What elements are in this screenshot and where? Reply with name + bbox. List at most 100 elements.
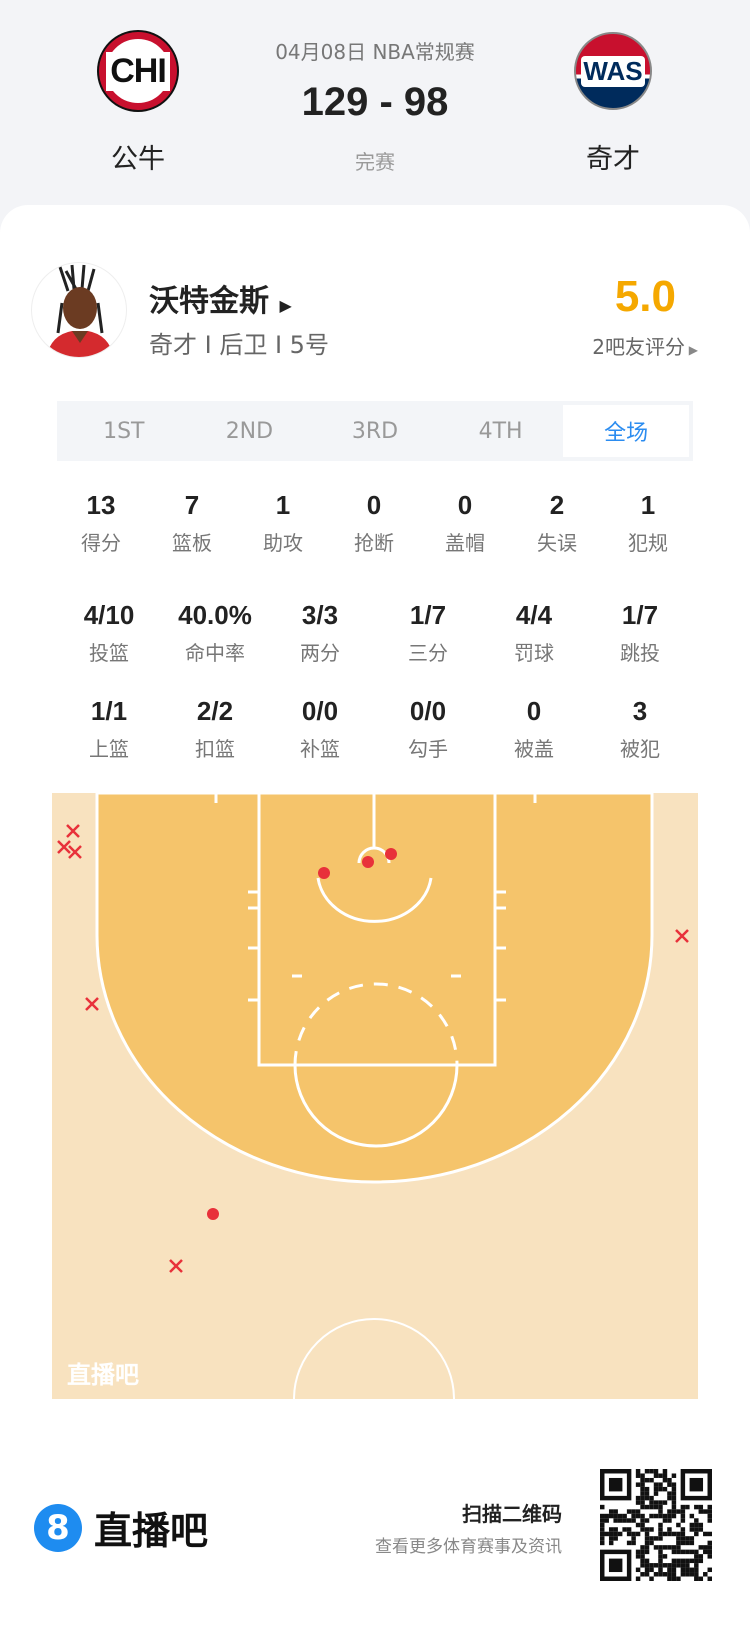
stat-item: 1 助攻	[228, 490, 338, 556]
rating-count-link[interactable]: 2吧友评分 ▶	[592, 331, 698, 360]
player-rating: 5.0	[614, 272, 676, 321]
tab-4th[interactable]: 4TH	[478, 418, 523, 444]
stat-label: 被盖	[514, 737, 554, 761]
stat-item: 1/7 跳投	[585, 600, 695, 666]
court-watermark: 直播吧	[67, 1361, 139, 1389]
stat-label: 罚球	[514, 641, 554, 665]
stat-item: 4/10 投篮	[54, 600, 164, 666]
stat-label: 命中率	[185, 641, 245, 665]
stat-label: 助攻	[263, 531, 303, 555]
stat-label: 跳投	[620, 641, 660, 665]
stat-item: 0 抢断	[319, 490, 429, 556]
stat-value: 1	[275, 490, 291, 520]
tab-全场[interactable]: 全场	[563, 405, 689, 457]
stat-value: 7	[184, 490, 200, 520]
shot-missed-marker	[68, 845, 82, 859]
stat-item: 0 盖帽	[410, 490, 520, 556]
stat-value: 3/3	[301, 600, 339, 630]
stat-value: 0/0	[301, 696, 339, 726]
rating-count: 2吧友评分	[592, 335, 685, 359]
three-point-line	[95, 793, 654, 1184]
wizards-logo[interactable]: WAS	[574, 32, 652, 110]
stat-value: 1/7	[409, 600, 447, 630]
shot-made-marker	[362, 856, 374, 868]
stat-item: 13 得分	[46, 490, 156, 556]
match-date-league: 04月08日 NBA常规赛	[275, 40, 475, 64]
bulls-logo[interactable]: CHI	[99, 32, 177, 110]
stat-value: 0	[457, 490, 473, 520]
stat-label: 补篮	[300, 737, 340, 761]
stat-item: 1 犯规	[593, 490, 703, 556]
stat-item: 40.0% 命中率	[160, 600, 270, 666]
scan-qr-title: 扫描二维码	[462, 1502, 562, 1526]
stat-value: 13	[86, 490, 116, 520]
stat-label: 盖帽	[445, 531, 485, 555]
stat-label: 上篮	[89, 737, 129, 761]
shot-made-marker	[318, 867, 330, 879]
brand-logo-mark: 8	[34, 1503, 82, 1552]
shot-made-marker	[385, 848, 397, 860]
court-ticks	[214, 793, 537, 978]
free-throw-circle-solid	[293, 1064, 459, 1148]
shot-chart: 直播吧	[52, 793, 698, 1399]
caret-right-icon: ▶	[279, 296, 292, 315]
stat-item: 0/0 勾手	[373, 696, 483, 762]
shot-missed-marker	[169, 1259, 183, 1273]
stat-item: 2 失误	[502, 490, 612, 556]
player-avatar[interactable]	[31, 262, 127, 358]
stat-item: 0/0 补篮	[265, 696, 375, 762]
lane-hash-marks	[248, 890, 506, 1002]
stat-value: 3	[632, 696, 648, 726]
stat-item: 0 被盖	[479, 696, 589, 762]
stat-value: 2	[549, 490, 565, 520]
lane-arc	[316, 877, 433, 923]
stat-value: 4/10	[83, 600, 135, 630]
stat-label: 得分	[81, 531, 121, 555]
stat-label: 犯规	[628, 531, 668, 555]
stat-value: 1	[640, 490, 656, 520]
stat-label: 扣篮	[195, 737, 235, 761]
stat-label: 篮板	[172, 531, 212, 555]
stat-label: 两分	[300, 641, 340, 665]
stat-item: 3 被犯	[585, 696, 695, 762]
stat-value: 1/7	[621, 600, 659, 630]
stat-item: 3/3 两分	[265, 600, 375, 666]
brand-name: 直播吧	[94, 1509, 209, 1553]
stat-value: 2/2	[196, 696, 234, 726]
player-photo	[46, 264, 114, 357]
stat-item: 7 篮板	[137, 490, 247, 556]
away-team-name: 奇才	[586, 144, 640, 175]
brand-logo: 8 直播吧	[34, 1500, 208, 1555]
match-score: 129 - 98	[301, 80, 449, 124]
stat-label: 勾手	[408, 737, 448, 761]
paint-lines	[257, 793, 497, 1067]
stat-label: 投篮	[89, 641, 129, 665]
bulls-logo-text: CHI	[106, 51, 170, 91]
shot-missed-marker	[675, 929, 689, 943]
free-throw-circle-dashed	[293, 982, 459, 1066]
stat-label: 抢断	[354, 531, 394, 555]
stat-label: 三分	[408, 641, 448, 665]
tab-3rd[interactable]: 3RD	[351, 418, 399, 444]
stat-value: 40.0%	[178, 600, 252, 630]
caret-right-icon: ▶	[684, 343, 698, 357]
qr-code[interactable]	[600, 1469, 712, 1581]
center-circle	[293, 1318, 455, 1399]
scan-qr-subtitle: 查看更多体育赛事及资讯	[375, 1537, 562, 1557]
stat-value: 1/1	[90, 696, 128, 726]
stat-value: 0	[366, 490, 382, 520]
stat-item: 2/2 扣篮	[160, 696, 270, 762]
stat-value: 0/0	[409, 696, 447, 726]
home-team-name: 公牛	[111, 144, 165, 175]
player-name: 沃特金斯	[149, 284, 269, 319]
stat-item: 1/7 三分	[373, 600, 483, 666]
tab-2nd[interactable]: 2ND	[225, 418, 274, 444]
player-info: 奇才 I 后卫 I 5号	[149, 331, 329, 359]
tab-1st[interactable]: 1ST	[103, 418, 145, 444]
shot-missed-marker	[66, 824, 80, 838]
stat-item: 1/1 上篮	[54, 696, 164, 762]
player-name-link[interactable]: 沃特金斯 ▶	[149, 276, 292, 320]
stat-item: 4/4 罚球	[479, 600, 589, 666]
shot-missed-marker	[85, 997, 99, 1011]
stat-value: 0	[526, 696, 542, 726]
